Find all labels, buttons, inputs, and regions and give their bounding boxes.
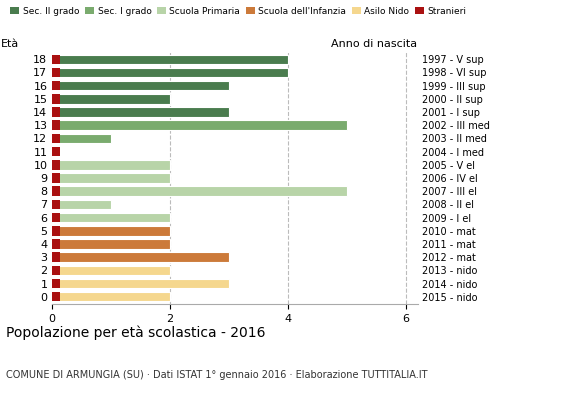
Bar [52, 134, 111, 143]
Legend: Sec. II grado, Sec. I grado, Scuola Primaria, Scuola dell'Infanzia, Asilo Nido, : Sec. II grado, Sec. I grado, Scuola Prim… [10, 6, 466, 16]
Bar [52, 54, 60, 64]
Bar [52, 252, 229, 262]
Bar [52, 107, 229, 117]
Text: Anno di nascita: Anno di nascita [332, 40, 418, 50]
Bar [52, 213, 60, 222]
Bar [52, 160, 170, 170]
Bar [52, 81, 60, 90]
Bar [52, 226, 170, 236]
Bar [52, 147, 60, 156]
Bar [52, 292, 170, 302]
Bar [52, 107, 60, 117]
Bar [52, 279, 60, 288]
Bar [52, 279, 229, 288]
Bar [52, 186, 60, 196]
Bar [52, 239, 170, 249]
Bar [52, 213, 170, 222]
Bar [52, 68, 60, 77]
Bar [52, 94, 60, 104]
Bar [52, 173, 60, 183]
Bar [52, 292, 60, 302]
Bar [52, 173, 170, 183]
Bar [52, 266, 60, 275]
Bar [52, 266, 170, 275]
Bar [52, 200, 60, 209]
Text: Popolazione per età scolastica - 2016: Popolazione per età scolastica - 2016 [6, 326, 265, 340]
Bar [52, 134, 60, 143]
Bar [52, 186, 347, 196]
Bar [52, 200, 111, 209]
Text: COMUNE DI ARMUNGIA (SU) · Dati ISTAT 1° gennaio 2016 · Elaborazione TUTTITALIA.I: COMUNE DI ARMUNGIA (SU) · Dati ISTAT 1° … [6, 370, 427, 380]
Bar [52, 54, 288, 64]
Bar [52, 120, 60, 130]
Text: Età: Età [1, 40, 19, 50]
Bar [52, 252, 60, 262]
Bar [52, 120, 347, 130]
Bar [52, 81, 229, 90]
Bar [52, 68, 288, 77]
Bar [52, 226, 60, 236]
Bar [52, 94, 170, 104]
Bar [52, 160, 60, 170]
Bar [52, 239, 60, 249]
